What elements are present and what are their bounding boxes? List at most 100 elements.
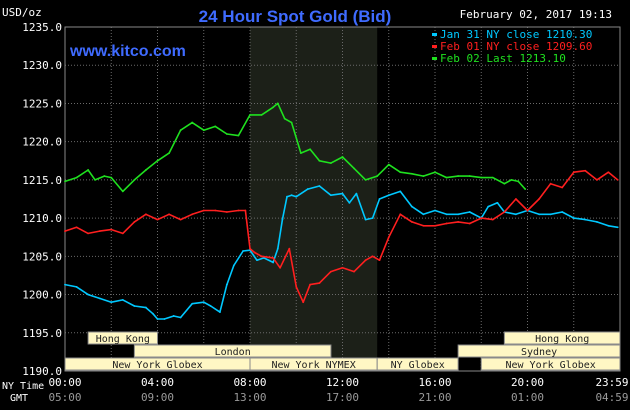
series-point <box>457 221 460 223</box>
series-point <box>434 171 436 174</box>
series-point <box>75 226 78 229</box>
series-point <box>399 190 402 193</box>
series-point <box>371 255 374 258</box>
session-label: London <box>215 347 251 358</box>
series-point <box>299 152 302 155</box>
session-bar <box>503 331 621 345</box>
y-tick-label: 1235.0 <box>22 21 62 34</box>
series-point <box>445 213 448 216</box>
plot-frame <box>64 26 621 372</box>
legend-marker <box>432 45 437 48</box>
y-tick-label: 1215.0 <box>22 174 62 187</box>
series-point <box>98 230 101 233</box>
series-point <box>387 194 390 197</box>
series-point <box>163 318 166 320</box>
legend-item-feb01: Feb 01 NY close 1209.60 <box>440 40 592 53</box>
series-point <box>355 192 358 195</box>
series-point <box>526 209 529 212</box>
series-point <box>290 121 293 124</box>
legend: Jan 31 NY close 1210.30 Feb 01 NY close … <box>440 28 592 65</box>
series-point <box>133 178 136 181</box>
y-tick-label: 1205.0 <box>22 250 62 263</box>
series-point <box>219 311 221 314</box>
series-point <box>538 198 540 200</box>
series-point <box>515 213 517 216</box>
series-point <box>561 211 564 213</box>
series-point <box>98 297 101 300</box>
series-line <box>64 185 618 320</box>
series-point <box>249 247 251 250</box>
series-point <box>202 301 205 304</box>
y-tick-label: 1225.0 <box>22 97 62 110</box>
timestamp: February 02, 2017 19:13 <box>460 8 612 21</box>
series-point <box>209 305 212 307</box>
series-point <box>595 178 598 181</box>
y-tick-label: 1230.0 <box>22 59 62 72</box>
x-tick-label-ny: 16:00 <box>418 376 451 389</box>
series-point <box>242 250 244 252</box>
gmt-label: GMT <box>10 393 28 404</box>
series-point <box>595 221 598 223</box>
x-tick-label-gmt: 05:00 <box>48 391 81 404</box>
series-point <box>561 186 564 189</box>
series-point <box>549 213 552 216</box>
series-point <box>295 286 298 288</box>
series-point <box>330 162 332 164</box>
y-tick-label: 1200.0 <box>22 289 62 302</box>
ny-time-label: NY Time <box>2 381 44 392</box>
series-point <box>503 182 506 185</box>
series-point <box>290 194 293 197</box>
series-point <box>330 270 332 273</box>
series-point <box>256 259 258 262</box>
series-point <box>202 209 205 212</box>
series-point <box>371 217 374 220</box>
series-point <box>399 171 402 174</box>
series-point <box>387 236 390 239</box>
series-point <box>237 134 240 137</box>
series-point <box>302 301 305 304</box>
series-point <box>281 218 284 221</box>
series-point <box>191 121 194 124</box>
series-point <box>145 169 147 171</box>
series-point <box>378 259 381 262</box>
legend-item-feb02: Feb 02 Last 1213.10 <box>440 52 566 65</box>
series-point <box>87 169 90 171</box>
series-point <box>191 302 194 305</box>
series-point <box>202 129 205 132</box>
series-point <box>286 195 288 198</box>
series-point <box>172 315 175 317</box>
session-bar <box>133 344 332 358</box>
x-tick-label-ny: 12:00 <box>326 376 359 389</box>
series-point <box>341 156 344 158</box>
series-point <box>445 222 448 225</box>
series-point <box>524 188 527 190</box>
unit-label: USD/oz <box>2 6 42 19</box>
series-point <box>288 247 291 250</box>
series-point <box>64 283 66 286</box>
series-point <box>260 114 263 116</box>
series-point <box>260 255 263 258</box>
session-label: New York NYMEX <box>271 360 355 371</box>
series-point <box>75 176 78 179</box>
series-point <box>538 213 540 216</box>
series-point <box>225 283 228 286</box>
series-point <box>445 176 448 179</box>
series-point <box>387 163 390 166</box>
series-point <box>487 205 490 208</box>
series-point <box>191 213 194 216</box>
legend-marker <box>432 57 437 60</box>
series-point <box>64 180 66 183</box>
series-point <box>225 133 228 135</box>
x-tick-label-ny: 08:00 <box>233 376 266 389</box>
series-point <box>353 167 355 170</box>
series-point <box>214 209 217 212</box>
series-point <box>237 209 240 212</box>
session-bar <box>480 357 621 371</box>
series-point <box>616 178 619 181</box>
series-point <box>410 221 413 223</box>
session-label: New York Globex <box>505 360 595 371</box>
series-point <box>491 218 494 221</box>
series-point <box>364 178 367 181</box>
series-point <box>253 251 256 254</box>
